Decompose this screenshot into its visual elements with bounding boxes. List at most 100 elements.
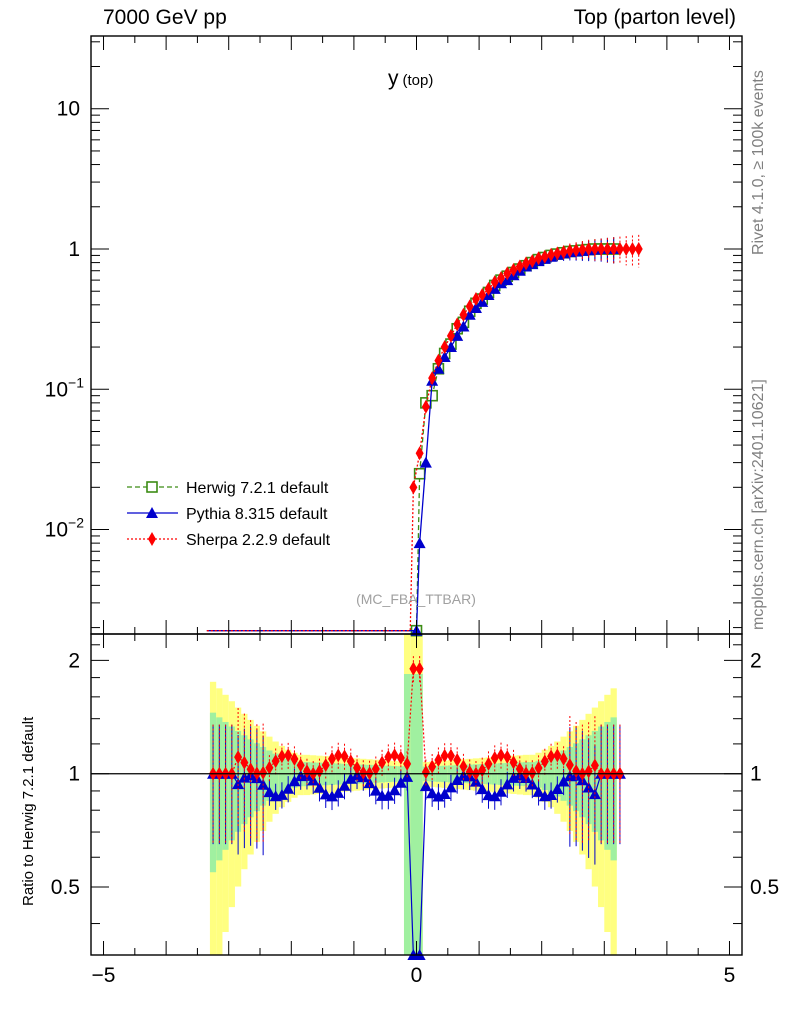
legend: Herwig 7.2.1 default Pythia 8.315 default… bbox=[127, 480, 331, 549]
data-point bbox=[590, 242, 599, 257]
data-point bbox=[440, 340, 449, 355]
data-point bbox=[609, 242, 618, 257]
ratio-band-green bbox=[410, 674, 417, 955]
ratio-point bbox=[572, 764, 581, 779]
ratio-point bbox=[284, 748, 293, 763]
data-point bbox=[522, 256, 531, 271]
series-sherpa bbox=[206, 234, 643, 632]
header-left: 7000 GeV pp bbox=[103, 6, 227, 29]
y-tick-label: 10−1 bbox=[45, 374, 85, 401]
data-point bbox=[503, 266, 512, 281]
ratio-band-green bbox=[403, 674, 411, 955]
ratio-point bbox=[465, 765, 474, 780]
analysis-label: (MC_FBA_TTBAR) bbox=[356, 591, 476, 607]
x-tick-label: 0 bbox=[411, 964, 423, 987]
ratio-y-tick-label: 0.5 bbox=[51, 876, 80, 899]
legend-label-herwig: Herwig 7.2.1 default bbox=[186, 480, 329, 497]
ticks-layer: −5 0 5 10 1 10−1 10−2 2 2 1 1 0.5 0.5 bbox=[45, 36, 779, 987]
series-line bbox=[206, 248, 614, 632]
data-point bbox=[547, 247, 556, 262]
ratio-point bbox=[321, 758, 330, 773]
ratio-point bbox=[327, 751, 336, 766]
data-point bbox=[444, 341, 457, 353]
data-point bbox=[634, 242, 643, 257]
legend-label-sherpa: Sherpa 2.2.9 default bbox=[186, 532, 331, 549]
ratio-band-green bbox=[285, 758, 292, 791]
data-point bbox=[515, 259, 524, 274]
header-right: Top (parton level) bbox=[573, 6, 736, 29]
y-tick-label: 10−2 bbox=[45, 515, 85, 542]
ratio-band-green bbox=[278, 756, 286, 793]
mcplots-source-label: mcplots.cern.ch [arXiv:2401.10621] bbox=[750, 379, 767, 630]
ratio-band-green bbox=[272, 753, 279, 797]
x-tick-label: 5 bbox=[724, 964, 736, 987]
data-point bbox=[497, 271, 506, 286]
data-point bbox=[419, 456, 432, 468]
data-point bbox=[471, 292, 480, 307]
series-herwig bbox=[213, 237, 620, 637]
legend-label-pythia: Pythia 8.315 default bbox=[186, 506, 328, 523]
ratio-point bbox=[559, 751, 568, 766]
series-line bbox=[213, 248, 614, 632]
ratio-band-green bbox=[416, 674, 423, 955]
data-point bbox=[565, 243, 574, 258]
data-point bbox=[559, 245, 568, 260]
data-point bbox=[469, 301, 482, 313]
data-point bbox=[459, 307, 468, 322]
ratio-point bbox=[453, 752, 462, 767]
data-point bbox=[428, 371, 437, 386]
data-point bbox=[553, 246, 562, 261]
data-point bbox=[622, 242, 631, 257]
data-point bbox=[478, 287, 487, 302]
ratio-point bbox=[565, 758, 574, 773]
ratio-point bbox=[534, 760, 543, 775]
x-tick-label: −5 bbox=[92, 964, 116, 987]
ratio-band-green bbox=[547, 756, 555, 793]
legend-marker-herwig bbox=[146, 481, 158, 493]
ratio-point bbox=[371, 762, 380, 777]
data-point bbox=[451, 329, 464, 341]
ratio-point bbox=[296, 758, 305, 773]
ratio-y-tick-label: 1 bbox=[68, 763, 80, 786]
ratio-y-tick-label-right: 0.5 bbox=[750, 876, 779, 899]
ratio-point bbox=[334, 748, 343, 763]
data-point bbox=[421, 399, 430, 414]
ratio-point bbox=[459, 759, 468, 774]
y-tick-label: 1 bbox=[68, 238, 80, 261]
data-point bbox=[413, 537, 426, 549]
data-point bbox=[484, 281, 493, 296]
ratio-point bbox=[484, 756, 493, 771]
plot-title: y (top) bbox=[388, 67, 433, 90]
ratio-point bbox=[390, 748, 399, 763]
ratio-point bbox=[265, 760, 274, 775]
data-point bbox=[597, 242, 606, 257]
data-point bbox=[457, 320, 470, 332]
data-point bbox=[534, 251, 543, 266]
data-point bbox=[603, 242, 612, 257]
ratio-point bbox=[421, 765, 430, 780]
plot-title-sub: (top) bbox=[403, 72, 434, 89]
data-point bbox=[453, 317, 462, 332]
ratio-point bbox=[528, 765, 537, 780]
data-point bbox=[528, 254, 537, 269]
data-point bbox=[615, 242, 624, 257]
data-point bbox=[438, 350, 451, 362]
ratio-y-tick-label-right: 2 bbox=[750, 649, 762, 672]
ratio-point bbox=[490, 750, 499, 765]
y-tick-label: 10 bbox=[57, 98, 80, 121]
series-pythia bbox=[206, 237, 620, 636]
legend-marker-pythia bbox=[146, 507, 158, 518]
ratio-point bbox=[403, 756, 412, 771]
data-point bbox=[578, 242, 587, 257]
data-point bbox=[434, 353, 443, 368]
data-point bbox=[584, 242, 593, 257]
data-point bbox=[426, 389, 438, 402]
data-point bbox=[415, 446, 424, 461]
legend-marker-sherpa bbox=[148, 532, 156, 546]
data-point bbox=[465, 299, 474, 314]
ratio-point bbox=[259, 765, 268, 780]
data-point bbox=[628, 242, 637, 257]
data-point bbox=[509, 262, 518, 277]
ratio-point bbox=[553, 748, 562, 763]
